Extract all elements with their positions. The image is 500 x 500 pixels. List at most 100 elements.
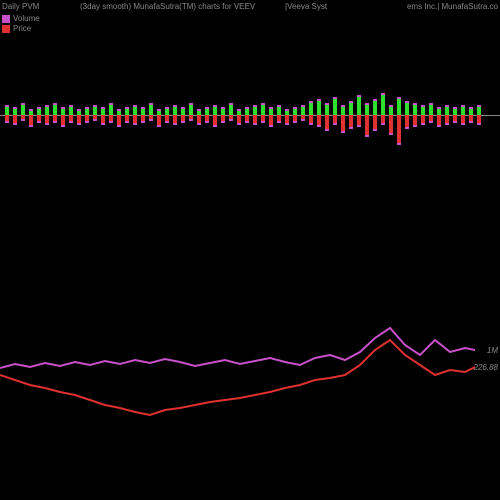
- header-center: (3day smooth) MunafaSutra(TM) charts for…: [80, 2, 255, 11]
- bar-up: [357, 97, 361, 115]
- bar-down: [125, 115, 129, 121]
- bar-up: [229, 105, 233, 115]
- bar-down: [325, 115, 329, 129]
- bar-down: [245, 115, 249, 121]
- bar-down: [341, 115, 345, 131]
- bar-down: [181, 115, 185, 121]
- bar-down: [445, 115, 449, 123]
- bar-down: [77, 115, 81, 123]
- bar-down: [413, 115, 417, 125]
- bar-up: [213, 107, 217, 115]
- bar-down: [381, 115, 385, 123]
- bar-up: [429, 105, 433, 115]
- bar-down: [285, 115, 289, 123]
- bar-up: [189, 105, 193, 115]
- legend-price: Price: [2, 24, 40, 33]
- bar-down: [365, 115, 369, 135]
- bar-up: [317, 101, 321, 115]
- bar-down: [165, 115, 169, 121]
- bar-down: [85, 115, 89, 121]
- bar-down: [173, 115, 177, 123]
- bar-down: [157, 115, 161, 125]
- bar-down: [405, 115, 409, 127]
- bar-up: [389, 107, 393, 115]
- bar-down: [277, 115, 281, 121]
- bar-up: [277, 107, 281, 115]
- legend-volume: Volume: [2, 14, 40, 23]
- bar-down: [69, 115, 73, 121]
- bar-down: [197, 115, 201, 123]
- bar-up: [173, 107, 177, 115]
- bar-down: [293, 115, 297, 121]
- bar-down: [37, 115, 41, 121]
- bar-down: [253, 115, 257, 123]
- bar-down: [357, 115, 361, 125]
- bar-down: [269, 115, 273, 125]
- chart-legend: Volume Price: [2, 14, 40, 34]
- bar-down: [373, 115, 377, 129]
- legend-price-label: Price: [13, 24, 31, 33]
- bar-down: [317, 115, 321, 125]
- bar-down: [261, 115, 265, 121]
- bar-down: [397, 115, 401, 143]
- bar-up: [301, 107, 305, 115]
- bar-up: [381, 95, 385, 115]
- bar-down: [53, 115, 57, 121]
- bar-up: [341, 107, 345, 115]
- bar-down: [221, 115, 225, 121]
- volume-swatch: [2, 15, 10, 23]
- bar-up: [477, 107, 481, 115]
- bar-up: [149, 105, 153, 115]
- volume-end-label: 1M: [487, 346, 498, 355]
- header-mid: |Veeva Syst: [285, 2, 327, 11]
- bar-up: [325, 105, 329, 115]
- bar-down: [205, 115, 209, 121]
- bar-up: [5, 107, 9, 115]
- bar-up: [69, 107, 73, 115]
- bar-up: [253, 107, 257, 115]
- bar-down: [237, 115, 241, 123]
- bar-down: [13, 115, 17, 123]
- bar-up: [53, 105, 57, 115]
- bar-down: [437, 115, 441, 125]
- bar-up: [397, 99, 401, 115]
- bar-up: [93, 107, 97, 115]
- bar-up: [349, 103, 353, 115]
- bar-down: [117, 115, 121, 125]
- bar-up: [461, 107, 465, 115]
- bar-down: [301, 115, 305, 119]
- bar-down: [309, 115, 313, 123]
- bar-up: [445, 107, 449, 115]
- line-chart-svg: [0, 320, 475, 440]
- bar-up: [45, 107, 49, 115]
- chart-header: Daily PVM (3day smooth) MunafaSutra(TM) …: [0, 2, 500, 11]
- bar-down: [5, 115, 9, 121]
- bar-down: [21, 115, 25, 119]
- bar-down: [29, 115, 33, 125]
- bar-up: [21, 105, 25, 115]
- bar-down: [61, 115, 65, 125]
- bar-up: [109, 105, 113, 115]
- bar-up: [333, 99, 337, 115]
- bar-up: [365, 105, 369, 115]
- bar-down: [93, 115, 97, 119]
- price-swatch: [2, 25, 10, 33]
- header-left: Daily PVM: [2, 2, 39, 11]
- bar-down: [389, 115, 393, 133]
- bar-down: [429, 115, 433, 121]
- bar-down: [477, 115, 481, 123]
- bar-down: [189, 115, 193, 119]
- bar-down: [461, 115, 465, 123]
- bar-down: [349, 115, 353, 127]
- bar-up: [405, 103, 409, 115]
- price-end-label: 226.88: [474, 363, 498, 372]
- volume-bar-chart: [0, 75, 500, 155]
- bar-down: [213, 115, 217, 125]
- bar-up: [133, 107, 137, 115]
- bar-down: [133, 115, 137, 123]
- bar-up: [413, 105, 417, 115]
- bar-down: [333, 115, 337, 123]
- baseline: [0, 115, 500, 116]
- bar-up: [261, 105, 265, 115]
- bar-down: [421, 115, 425, 123]
